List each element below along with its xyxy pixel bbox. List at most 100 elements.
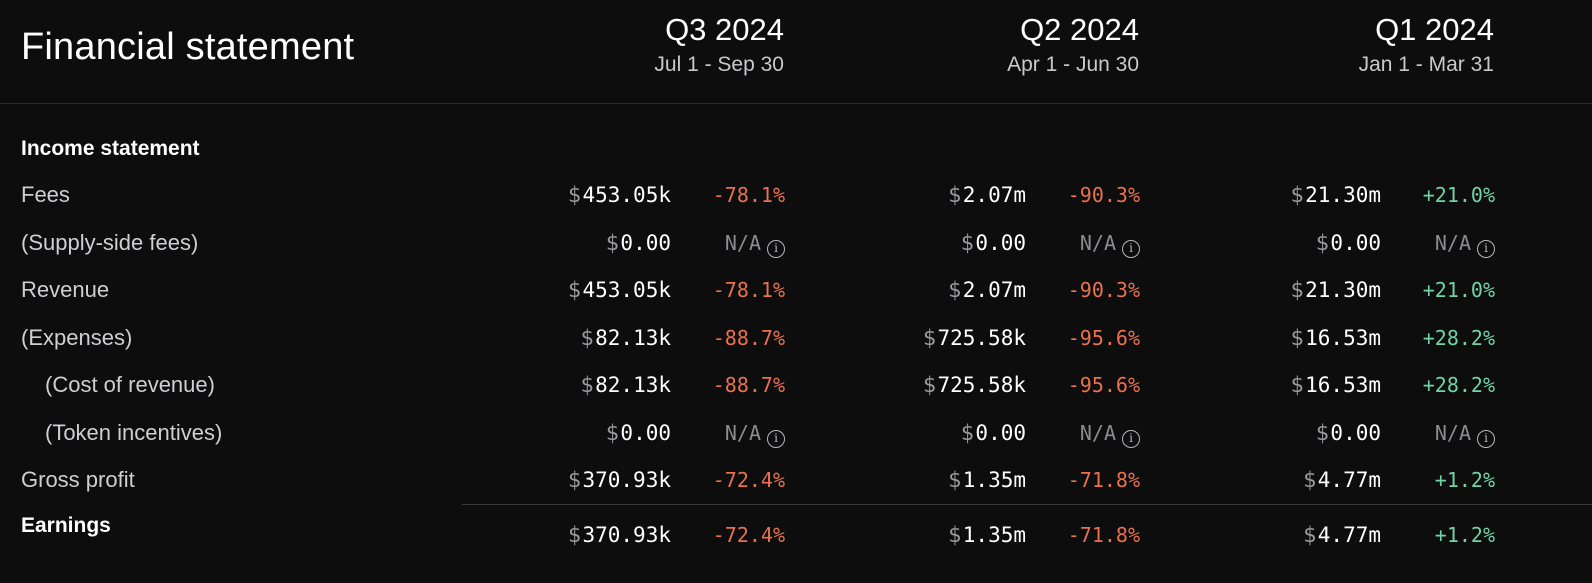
amount-value: $370.93k bbox=[471, 460, 671, 500]
currency-symbol: $ bbox=[1316, 230, 1330, 255]
period-q2-2024: Q2 2024 Apr 1 - Jun 30 bbox=[839, 12, 1139, 78]
amount-value: $0.00 bbox=[471, 223, 671, 263]
info-icon[interactable]: i bbox=[1477, 239, 1495, 258]
change-value: N/A bbox=[1079, 420, 1116, 445]
info-icon[interactable]: i bbox=[1477, 429, 1495, 448]
change-value: -95.6% bbox=[1067, 373, 1140, 397]
change-value: -90.3% bbox=[1067, 278, 1140, 302]
row-label: Gross profit bbox=[21, 467, 135, 492]
amount-number: 453.05k bbox=[582, 183, 671, 207]
amount-number: 0.00 bbox=[620, 420, 671, 445]
period-q1-2024: Q1 2024 Jan 1 - Mar 31 bbox=[1194, 12, 1494, 78]
currency-symbol: $ bbox=[1303, 523, 1317, 547]
change-percent: +21.0% bbox=[1375, 175, 1495, 215]
amount-number: 21.30m bbox=[1305, 278, 1381, 302]
currency-symbol: $ bbox=[568, 468, 582, 492]
change-value: -72.4% bbox=[712, 468, 785, 492]
currency-symbol: $ bbox=[1316, 420, 1330, 445]
section-title: Income statement bbox=[21, 137, 200, 160]
currency-symbol: $ bbox=[580, 373, 595, 397]
change-percent: +1.2% bbox=[1375, 460, 1495, 500]
change-value: -95.6% bbox=[1067, 325, 1140, 350]
change-value: -88.7% bbox=[712, 325, 785, 350]
change-percent: -88.7% bbox=[665, 318, 785, 358]
amount-value: $0.00 bbox=[826, 223, 1026, 263]
change-percent: -71.8% bbox=[1020, 460, 1140, 500]
table-row: Revenue $453.05k -78.1% $2.07m -90.3% $21.30m… bbox=[0, 270, 1592, 310]
currency-symbol: $ bbox=[1290, 325, 1305, 350]
amount-number: 2.07m bbox=[962, 183, 1026, 207]
row-label: Fees bbox=[21, 182, 70, 207]
info-icon[interactable]: i bbox=[767, 429, 785, 448]
statement-header: Financial statement Q3 2024 Jul 1 - Sep … bbox=[0, 0, 1592, 104]
section-earnings: Earnings bbox=[0, 506, 1592, 546]
table-row: Gross profit $370.93k -72.4% $1.35m -71.8% $4… bbox=[0, 460, 1592, 500]
amount-number: 370.93k bbox=[582, 468, 671, 492]
currency-symbol: $ bbox=[961, 230, 975, 255]
change-value: N/A bbox=[1079, 230, 1116, 255]
change-value: -88.7% bbox=[712, 373, 785, 397]
amount-value: $370.93k bbox=[471, 515, 671, 555]
change-percent: N/A i bbox=[665, 413, 785, 453]
info-icon[interactable]: i bbox=[1122, 239, 1140, 258]
change-value: N/A bbox=[1434, 230, 1471, 255]
currency-symbol: $ bbox=[961, 420, 975, 445]
currency-symbol: $ bbox=[948, 278, 962, 302]
change-percent: N/A i bbox=[1375, 413, 1495, 453]
row-label: (Cost of revenue) bbox=[45, 372, 215, 397]
table-row: (Token incentives) $0.00 N/A i $0.00 N/A i $0.0… bbox=[0, 413, 1592, 453]
amount-number: 453.05k bbox=[582, 278, 671, 302]
change-percent: N/A i bbox=[1020, 413, 1140, 453]
amount-number: 4.77m bbox=[1317, 523, 1381, 547]
table-row: (Expenses) $82.13k -88.7% $725.58k -95.6% $16… bbox=[0, 318, 1592, 358]
amount-number: 1.35m bbox=[962, 523, 1026, 547]
amount-value: $0.00 bbox=[1181, 413, 1381, 453]
currency-symbol: $ bbox=[568, 183, 582, 207]
earnings-divider bbox=[462, 504, 1592, 505]
change-value: +1.2% bbox=[1434, 468, 1495, 492]
change-percent: -78.1% bbox=[665, 175, 785, 215]
change-percent: -90.3% bbox=[1020, 175, 1140, 215]
amount-value: $4.77m bbox=[1181, 515, 1381, 555]
amount-number: 0.00 bbox=[975, 230, 1026, 255]
change-value: -71.8% bbox=[1067, 468, 1140, 492]
change-value: N/A bbox=[1434, 420, 1471, 445]
change-percent: +28.2% bbox=[1375, 365, 1495, 405]
section-title: Earnings bbox=[21, 514, 111, 537]
change-value: +28.2% bbox=[1422, 325, 1495, 350]
amount-number: 0.00 bbox=[1330, 230, 1381, 255]
change-percent: -88.7% bbox=[665, 365, 785, 405]
info-icon[interactable]: i bbox=[767, 239, 785, 258]
change-value: N/A bbox=[724, 420, 761, 445]
amount-number: 82.13k bbox=[595, 373, 671, 397]
row-label: (Supply-side fees) bbox=[21, 229, 199, 255]
currency-symbol: $ bbox=[1303, 468, 1317, 492]
currency-symbol: $ bbox=[568, 523, 582, 547]
amount-value: $725.58k bbox=[826, 365, 1026, 405]
table-row: (Cost of revenue) $82.13k -88.7% $725.58k -9… bbox=[0, 365, 1592, 405]
amount-value: $4.77m bbox=[1181, 460, 1381, 500]
period-label: Q1 2024 bbox=[1375, 12, 1494, 47]
amount-number: 21.30m bbox=[1305, 183, 1381, 207]
currency-symbol: $ bbox=[606, 420, 620, 445]
amount-number: 0.00 bbox=[1330, 420, 1381, 445]
amount-number: 16.53m bbox=[1305, 373, 1381, 397]
change-percent: N/A i bbox=[1375, 223, 1495, 263]
change-value: -71.8% bbox=[1067, 523, 1140, 547]
change-value: -72.4% bbox=[712, 523, 785, 547]
amount-value: $16.53m bbox=[1181, 365, 1381, 405]
change-percent: -95.6% bbox=[1020, 365, 1140, 405]
amount-value: $0.00 bbox=[826, 413, 1026, 453]
period-label: Q3 2024 bbox=[665, 12, 784, 47]
amount-value: $21.30m bbox=[1181, 175, 1381, 215]
amount-number: 2.07m bbox=[962, 278, 1026, 302]
amount-number: 16.53m bbox=[1305, 325, 1381, 350]
change-value: +28.2% bbox=[1422, 373, 1495, 397]
amount-value: $1.35m bbox=[826, 460, 1026, 500]
change-value: -78.1% bbox=[712, 278, 785, 302]
change-percent: N/A i bbox=[1020, 223, 1140, 263]
change-value: +21.0% bbox=[1422, 278, 1495, 302]
info-icon[interactable]: i bbox=[1122, 429, 1140, 448]
amount-number: 725.58k bbox=[937, 325, 1026, 350]
